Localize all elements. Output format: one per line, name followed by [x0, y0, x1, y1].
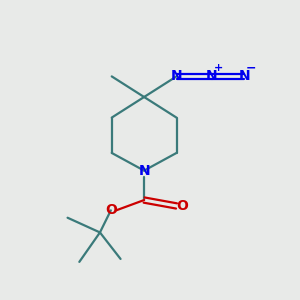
Text: N: N: [138, 164, 150, 178]
Text: N: N: [206, 69, 218, 83]
Text: N: N: [238, 69, 250, 83]
Text: O: O: [105, 203, 117, 218]
Text: N: N: [171, 69, 182, 83]
Text: O: O: [176, 199, 188, 213]
Text: −: −: [245, 61, 256, 75]
Text: +: +: [214, 63, 223, 73]
